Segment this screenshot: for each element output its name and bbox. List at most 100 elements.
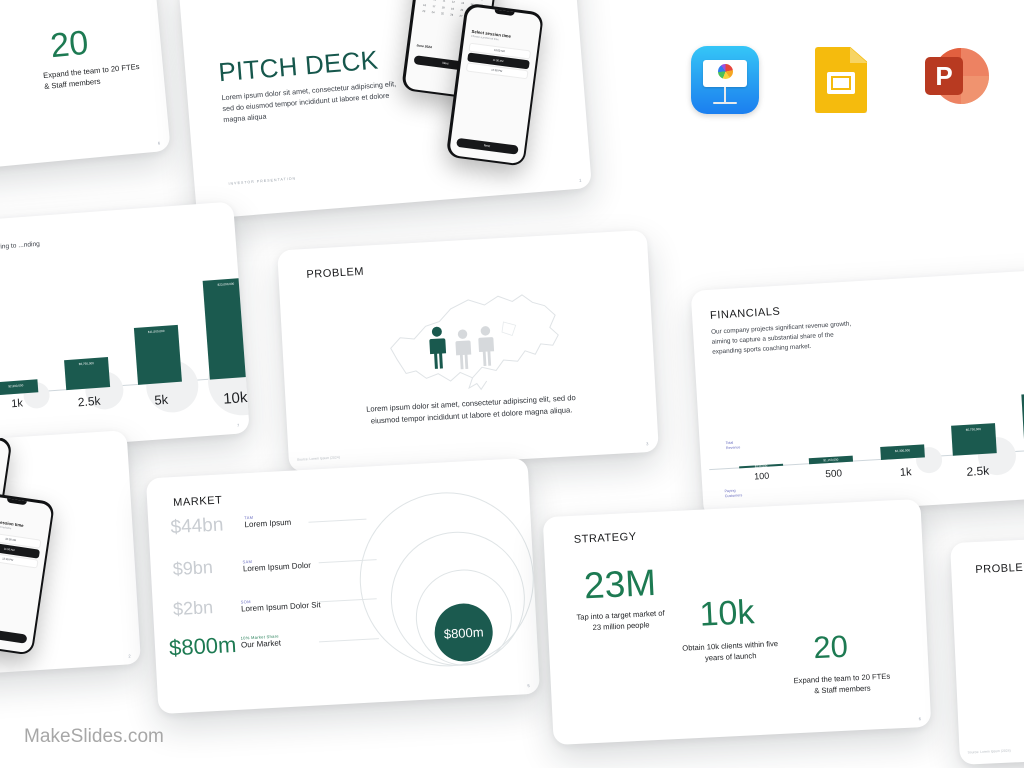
x-axis-tick-label: 100 [753,470,770,482]
x-axis-tick-label: 1k [10,397,24,411]
strategy-number-1: 23M [583,561,657,607]
google-slides-icon[interactable] [807,46,875,114]
market-amount: $800m [168,631,237,661]
market-row-sam: $9bn [172,557,213,580]
phone-mockup-time[interactable]: Select session time Choose a preferred t… [0,491,56,656]
y-axis-label: Total Revenue [725,440,741,450]
bar-value-label: $5,750,000 [965,426,981,432]
market-label-our: 10% Market Share Our Market [240,633,282,650]
calendar-day[interactable]: 12 [451,0,455,4]
calendar-day[interactable]: 17 [432,4,436,9]
keynote-pie-chart-shape [718,64,733,79]
page-number: 7 [236,422,240,428]
calendar-day[interactable]: 10 [431,0,439,3]
x-axis-tick-label: 2.5k [77,393,101,410]
problem-kicker: PROBLEM [306,265,365,281]
page-number: 2 [128,653,131,659]
gslides-slide-shape [827,72,855,94]
phone-screen-time: Select session time Choose a preferred t… [0,494,53,653]
person-muted-icon [478,326,495,366]
calendar-day[interactable]: 16 [422,3,427,7]
person-muted-icon [455,329,472,370]
market-label-tam: TAM Lorem Ipsum [244,513,292,530]
x-axis-tick-label: 1k [899,466,912,479]
person-highlighted-icon [429,326,447,369]
slide-financials[interactable]: FINANCIALS Our company projects signific… [690,265,1024,519]
problem-source: Source: Lorem Ipsum (2024) [296,455,341,462]
bar: $2,300,000 [880,444,925,460]
calendar-day[interactable]: 13 [460,1,465,6]
bar: $5,750,000 [64,357,111,391]
market-amount: $2bn [172,597,214,620]
strategy-caption-3: Expand the team to 20 FTEs & Staff membe… [793,671,891,696]
bar-value-label: $2,300,000 [8,383,24,389]
market-amount: $44bn [170,514,224,539]
slide-problem-right[interactable]: PROBLEM Source: Lorem Ipsum (2024) [950,533,1024,765]
strategy-corner-number-2: 20 [48,23,90,66]
pitch-deck-footer: INVESTOR PRESENTATION [228,176,297,186]
slide-strategy-corner[interactable]: k s within nch 20 Expand the team to 20 … [0,0,171,177]
financials-kicker: FINANCIALS [709,305,781,322]
calendar-day[interactable]: 24 [431,11,435,15]
calendar-day[interactable]: 19 [450,7,455,11]
bar-value-label: $230,000 [754,463,768,469]
x-axis-tick-label: 2.5k [966,463,990,479]
market-leader-line [308,518,367,523]
weekday-label: S [0,458,1,464]
bar: $5,750,000 [951,423,997,456]
strategy-caption-1: Tap into a target market of 23 million p… [576,608,665,633]
financials-chart: Total Revenue Paying Customers $230,000 … [703,338,1024,498]
phone-screen-time: Select session time Choose a preferred t… [448,5,542,164]
x-axis-tick-label: 500 [825,468,843,481]
x-axis-tick-label: 10k [222,388,248,408]
bar-value-label: $1,150,000 [823,457,839,463]
market-name: Our Market [240,638,282,650]
strategy-number-2: 10k [698,593,756,634]
page-number: 3 [646,441,649,447]
slide-market[interactable]: MARKET $44bn TAM Lorem Ipsum $9bn SAM Lo… [145,457,541,715]
page-number: 6 [918,716,922,722]
slide-problem[interactable]: PROBLEM Lorem ipsum dolor sit amet, cons… [277,229,659,473]
x-axis-label: Paying Customers [724,488,743,498]
financials-left-body: ...ue growth, aiming to ...nding sports … [0,240,41,254]
phone-next-button[interactable]: Next [0,625,28,644]
market-name: Lorem Ipsum [244,517,292,530]
strategy-corner-caption-2: Expand the team to 20 FTEs & Staff membe… [42,61,140,91]
map-outline-icon [390,294,559,391]
powerpoint-icon[interactable]: P [923,46,991,114]
keynote-icon[interactable] [691,46,759,114]
market-label-sam: SAM Lorem Ipsum Dolor [242,556,311,574]
bar: $230,000 [739,463,784,469]
calendar-day[interactable]: 18 [441,5,445,10]
bar-value-label: $11,500,000 [147,328,165,335]
calendar-day[interactable]: 11 [442,0,446,3]
slide-pitch-deck[interactable]: PITCH DECK Lorem ipsum dolor sit amet, c… [178,0,592,220]
market-row-som: $2bn [172,597,213,620]
ppt-letter: P [925,57,963,95]
slide-strategy[interactable]: STRATEGY 23M Tap into a target market of… [542,498,932,746]
page-number: 5 [527,683,530,689]
watermark-makeslides: MakeSlides.com [24,726,164,747]
market-leader-line [318,638,379,643]
calendar-day[interactable]: 8 [478,0,486,2]
calendar-day[interactable]: 23 [422,10,426,14]
bar-value-label: $2,300,000 [894,448,911,454]
slide-phone-mockup-fragment[interactable]: Select start session date Choose a prefe… [0,430,142,680]
financials-body: Our company projects significant revenue… [710,320,852,356]
problem-right-kicker: PROBLEM [975,561,1024,576]
market-row-our: $800m [168,632,237,662]
calendar-day[interactable]: 9 [421,0,429,2]
market-amount: $9bn [172,557,214,580]
calendar-day[interactable]: 25 [440,12,444,16]
calendar-day[interactable]: 26 [449,13,454,18]
problem-right-source: Source: Lorem Ipsum (2024) [967,748,1011,755]
market-label-som: SOM Lorem Ipsum Dolor Sit [241,595,321,614]
calendar-next-month-label: June 2024 [416,42,433,49]
bar: $1,150,000 [808,455,854,465]
phone-next-button[interactable]: Next [455,137,519,155]
page-number: 6 [157,140,161,146]
slide-financials-left[interactable]: ...ue growth, aiming to ...nding sports … [0,201,250,467]
bar: $11,500,000 [133,324,182,385]
strategy-kicker: STRATEGY [573,530,637,546]
